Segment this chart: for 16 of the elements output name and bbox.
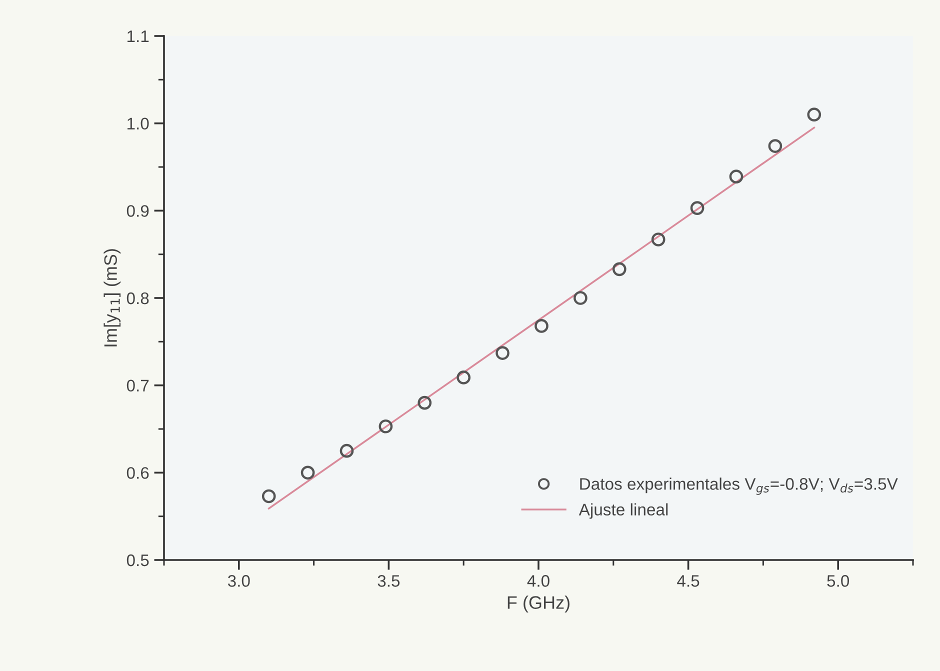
x-tick-label: 4.0 xyxy=(527,575,550,587)
y-tick-label: 0.5 xyxy=(126,554,149,566)
y-tick-label: 1.0 xyxy=(128,118,149,130)
legend-label: Datos experimentales V$_{gs}$=-0.8V; V$_{ds}$=3.5V xyxy=(580,478,898,495)
x-tick-label: 5.0 xyxy=(827,575,850,587)
x-tick-label: 4.5 xyxy=(677,575,700,587)
x-tick-label: 3.5 xyxy=(378,575,400,587)
y-tick-label: 1.1 xyxy=(128,30,149,42)
y-tick-label: 0.8 xyxy=(126,292,149,304)
y-tick-label: 0.9 xyxy=(126,205,149,217)
y-tick-label: 0.6 xyxy=(126,467,149,479)
y-tick-label: 0.7 xyxy=(126,380,149,392)
legend-label: Ajuste lineal xyxy=(578,503,668,519)
y-axis-title: Im[y$_{11}$] (mS) xyxy=(104,249,121,346)
x-axis-title: F (GHz) xyxy=(508,596,570,612)
x-tick-label: 3.0 xyxy=(228,575,250,587)
